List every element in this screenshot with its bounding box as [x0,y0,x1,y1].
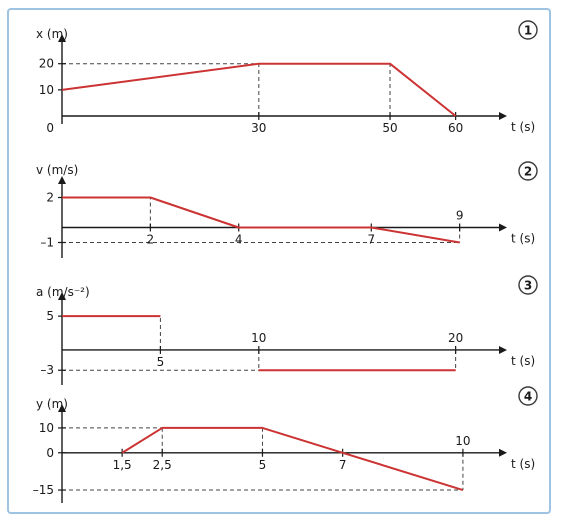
x-axis-arrow [499,345,507,354]
chart-panel-3: 5 10 20 5 –3 a (m/s⁻²) t (s) 3 [36,275,538,385]
x-tick-label: 2 [147,233,155,247]
badge-number: 3 [524,279,532,293]
x-tick-label: 20 [448,331,463,345]
x-axis-label: t (s) [511,354,535,368]
x-tick-label: 5 [157,355,165,369]
y-axis-label: a (m/s⁻²) [36,285,90,299]
origin-label: 0 [46,121,54,135]
series-line [61,62,457,117]
y-tick-label: 10 [39,421,54,435]
x-tick-label: 7 [367,233,375,247]
chart-panel-4: 1,5 2,5 5 7 10 10 0 –15 y (m) t (s) 4 [33,386,538,503]
y-tick-label: –3 [40,363,54,377]
x-axis-label: t (s) [511,120,535,134]
x-tick-label: 4 [235,233,243,247]
y-tick-label: 5 [46,309,54,323]
x-tick-label: 10 [455,434,470,448]
x-tick-label: 2,5 [153,458,172,472]
y-tick-label: 20 [39,57,54,71]
chart-panel-1: 30 50 60 10 20 0 x (m) t (s) 1 [36,20,538,135]
x-tick-label: 5 [259,458,267,472]
y-axis-arrow [58,404,66,412]
x-tick-label: 60 [448,121,463,135]
series-line [62,196,460,244]
y-tick-label: 2 [46,191,54,205]
panel-number-badge: 4 [518,386,538,406]
x-tick-label: 50 [382,121,397,135]
x-tick-label: 9 [456,209,464,223]
panel-number-badge: 1 [518,20,538,40]
badge-number: 4 [524,390,532,404]
panel-number-badge: 2 [518,161,538,181]
x-axis-arrow [499,112,507,120]
x-axis-label: t (s) [511,457,535,471]
badge-circle [518,386,538,406]
x-axis-arrow [499,448,507,457]
y-tick-label: –1 [40,236,54,250]
y-axis-label: v (m/s) [36,163,78,177]
x-tick-label: 10 [251,331,266,345]
badge-circle [518,275,538,295]
panel-number-badge: 3 [518,275,538,295]
badge-circle [518,20,538,40]
y-tick-label: 0 [46,446,54,460]
y-axis-arrow [58,292,66,300]
badge-number: 2 [524,165,532,179]
x-axis-label: t (s) [511,232,535,246]
badge-number: 1 [524,24,532,38]
x-tick-label: 7 [339,458,347,472]
figure-border [7,8,551,514]
chart-panel-2: 2 4 7 9 2 –1 v (m/s) t (s) 2 [36,161,538,258]
y-axis-label: x (m) [36,27,68,41]
x-tick-label: 30 [251,121,266,135]
y-tick-label: –15 [33,483,54,497]
y-axis-label: y (m) [36,397,68,411]
y-axis-arrow [58,176,66,184]
y-axis-arrow [58,34,66,42]
y-tick-label: 10 [39,83,54,97]
x-axis-arrow [499,223,507,232]
series-line [121,426,464,491]
badge-circle [518,161,538,181]
x-tick-label: 1,5 [113,458,132,472]
